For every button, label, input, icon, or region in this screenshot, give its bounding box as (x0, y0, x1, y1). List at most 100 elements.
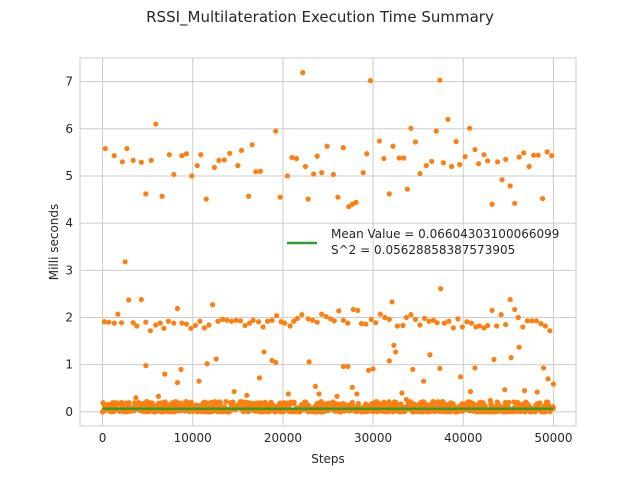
scatter-point (434, 320, 440, 326)
scatter-point (294, 315, 300, 322)
scatter-point (542, 323, 548, 329)
scatter-point (524, 318, 530, 324)
scatter-point (264, 318, 271, 324)
scatter-point (364, 151, 370, 157)
scatter-point (299, 312, 305, 318)
scatter-point (198, 152, 204, 158)
scatter-point (206, 322, 212, 328)
scatter-point (314, 153, 320, 159)
scatter-point (235, 162, 241, 169)
scatter-point (468, 320, 474, 326)
scatter-point (171, 320, 177, 326)
scatter-point (368, 316, 374, 322)
scatter-point (261, 349, 267, 355)
scatter-point (353, 199, 359, 205)
scatter-point (324, 143, 330, 149)
scatter-point (223, 398, 229, 405)
scatter-point (143, 319, 149, 325)
scatter-point (446, 318, 452, 324)
scatter-point (507, 183, 513, 189)
scatter-point (340, 363, 346, 370)
scatter-point (345, 320, 351, 326)
scatter-point (138, 296, 144, 303)
scatter-point (197, 318, 203, 324)
scatter-point (404, 186, 410, 192)
scatter-point (310, 171, 317, 177)
scatter-point (363, 321, 369, 327)
scatter-point (459, 401, 465, 407)
scatter-point (300, 70, 306, 76)
scatter-point (440, 398, 446, 405)
scatter-point (494, 159, 501, 165)
y-tick-label: 7 (65, 75, 73, 89)
scatter-point (540, 195, 546, 202)
scatter-point (521, 150, 527, 156)
scatter-point (302, 163, 309, 170)
scatter-point (273, 128, 279, 134)
scatter-point (426, 318, 432, 324)
scatter-point (188, 399, 194, 405)
scatter-point (386, 316, 392, 322)
scatter-point (330, 171, 337, 178)
scatter-point (390, 143, 396, 149)
scatter-point (545, 376, 551, 382)
scatter-point (192, 322, 199, 329)
scatter-point (459, 324, 465, 330)
scatter-point (316, 391, 322, 397)
scatter-point (188, 325, 194, 331)
scatter-point (412, 316, 419, 322)
scatter-point (550, 381, 557, 387)
y-tick-label: 6 (65, 122, 73, 136)
scatter-point (310, 317, 316, 323)
scatter-point (314, 319, 320, 325)
scatter-point (111, 320, 117, 326)
scatter-point (534, 389, 540, 395)
x-tick-label: 30000 (354, 431, 392, 445)
scatter-point (386, 191, 392, 197)
scatter-point (282, 320, 288, 326)
scatter-point (231, 388, 237, 395)
scatter-point (233, 317, 239, 323)
scatter-point (542, 409, 549, 415)
scatter-point (472, 146, 478, 153)
scatter-point (485, 322, 491, 329)
plot-frame (79, 57, 577, 427)
scatter-point (318, 398, 324, 405)
scatter-point (174, 305, 180, 312)
scatter-point (157, 320, 163, 326)
scatter-point (360, 170, 366, 176)
scatter-point (228, 318, 235, 324)
scatter-point (399, 390, 405, 396)
scatter-point (260, 324, 266, 330)
scatter-point (273, 313, 280, 319)
scatter-point (457, 162, 463, 168)
scatter-point (437, 77, 443, 83)
y-tick-label: 3 (65, 263, 73, 277)
scatter-point (377, 311, 383, 317)
scatter-point (334, 393, 340, 399)
x-tick-label: 10000 (174, 431, 212, 445)
y-tick-label: 1 (65, 358, 73, 372)
scatter-point (507, 296, 513, 303)
scatter-point (345, 363, 351, 370)
scatter-point (273, 359, 279, 365)
scatter-point (438, 286, 444, 292)
scatter-point (126, 400, 132, 406)
y-tick-label: 5 (65, 169, 73, 183)
x-tick-labels: 0 10000 20000 30000 40000 50000 (99, 431, 573, 445)
scatter-point (410, 366, 416, 372)
y-tick-label: 2 (65, 310, 73, 324)
scatter-point (502, 387, 508, 393)
scatter-point (336, 308, 342, 314)
scatter-point (153, 322, 159, 328)
scatter-point (215, 318, 221, 324)
scatter-point (119, 159, 125, 165)
scatter-point (217, 400, 224, 406)
scatter-point (143, 191, 149, 197)
chart-title: RSSI_Multilateration Execution Time Summ… (146, 8, 494, 27)
scatter-point (183, 151, 190, 157)
scatter-point (401, 155, 407, 161)
scatter-point (174, 379, 180, 386)
x-axis-label: Steps (311, 452, 345, 466)
scatter-point (111, 153, 117, 159)
